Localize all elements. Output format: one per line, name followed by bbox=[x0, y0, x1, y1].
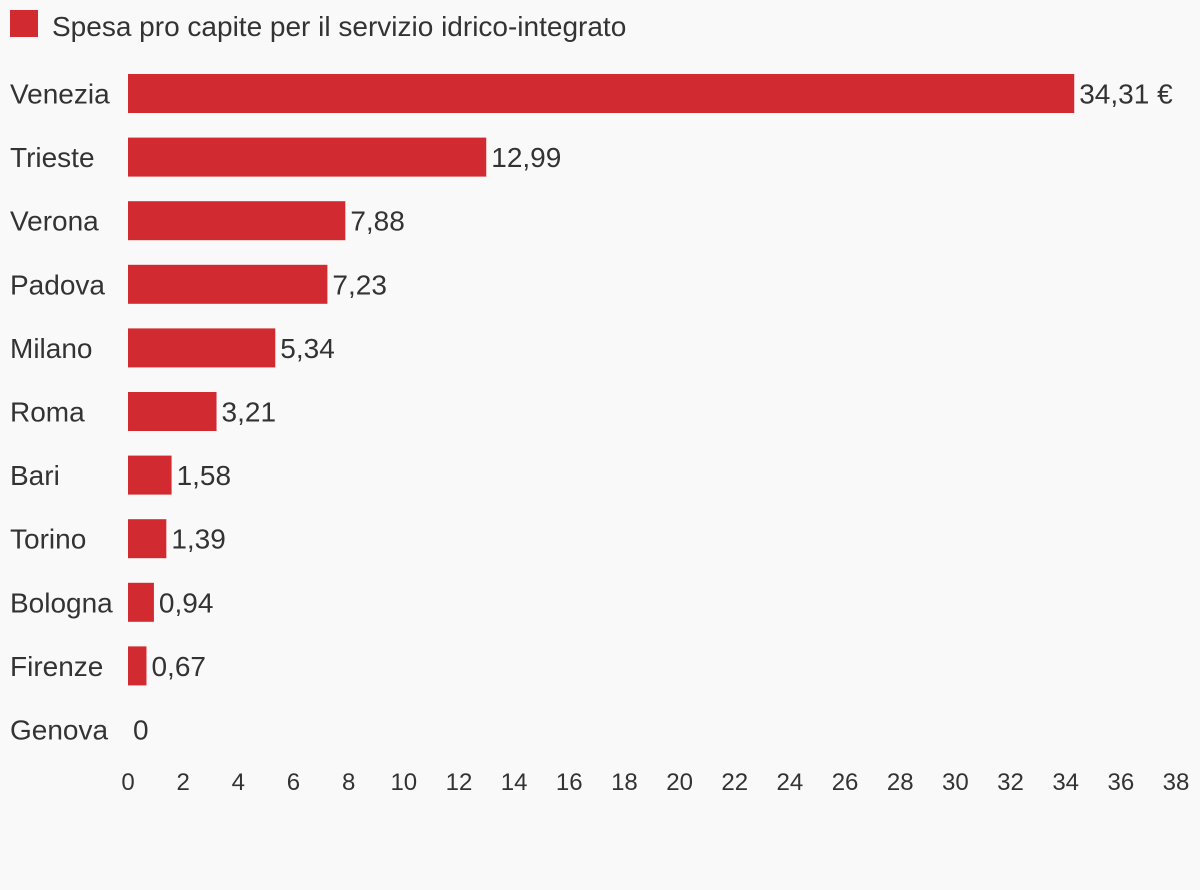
x-tick-label: 26 bbox=[832, 769, 859, 796]
bar-row: Milano 5,34 bbox=[10, 328, 335, 368]
x-tick-label: 10 bbox=[390, 769, 417, 796]
category-label: Firenze bbox=[10, 651, 103, 682]
value-label: 0,67 bbox=[151, 651, 206, 682]
bar bbox=[128, 137, 487, 177]
x-tick-label: 18 bbox=[611, 769, 638, 796]
x-tick-label: 0 bbox=[121, 769, 134, 796]
legend-label: Spesa pro capite per il servizio idrico-… bbox=[52, 11, 626, 42]
value-label: 5,34 bbox=[280, 333, 335, 364]
value-label: 0 bbox=[133, 715, 149, 746]
category-label: Venezia bbox=[10, 79, 110, 110]
x-tick-label: 12 bbox=[446, 769, 473, 796]
value-label: 1,58 bbox=[177, 460, 232, 491]
x-tick-label: 36 bbox=[1107, 769, 1134, 796]
category-label: Bologna bbox=[10, 587, 113, 618]
x-tick-label: 32 bbox=[997, 769, 1024, 796]
value-label: 12,99 bbox=[491, 142, 561, 173]
bar-row: Trieste 12,99 bbox=[10, 137, 561, 177]
bar-row: Bari 1,58 bbox=[10, 455, 232, 495]
bar bbox=[128, 201, 346, 241]
legend-swatch bbox=[10, 10, 38, 37]
x-tick-label: 8 bbox=[342, 769, 355, 796]
x-tick-label: 28 bbox=[887, 769, 914, 796]
value-label: 7,23 bbox=[332, 269, 387, 300]
x-axis: 0 2 4 6 8 10 12 14 16 18 20 22 24 26 28 30 32 34 36 38 bbox=[121, 769, 1189, 796]
bar bbox=[128, 74, 1075, 113]
x-tick-label: 30 bbox=[942, 769, 969, 796]
bar bbox=[128, 582, 154, 622]
value-label: 3,21 bbox=[222, 397, 277, 428]
value-label: 34,31 € bbox=[1079, 79, 1173, 110]
value-label: 7,88 bbox=[350, 206, 405, 237]
bars: Venezia 34,31 € Trieste 12,99 Verona 7,88 Pado… bbox=[10, 74, 1173, 746]
category-label: Genova bbox=[10, 715, 108, 746]
bar-row: Roma 3,21 bbox=[10, 392, 276, 431]
x-tick-label: 2 bbox=[176, 769, 189, 796]
x-tick-label: 16 bbox=[556, 769, 583, 796]
category-label: Trieste bbox=[10, 142, 95, 173]
bar bbox=[128, 455, 172, 495]
category-label: Bari bbox=[10, 460, 60, 491]
bar-row: Venezia 34,31 € bbox=[10, 74, 1173, 113]
category-label: Verona bbox=[10, 206, 99, 237]
bar-row: Firenze 0,67 bbox=[10, 646, 206, 686]
bar-row: Torino 1,39 bbox=[10, 519, 226, 559]
bar bbox=[128, 328, 276, 368]
bar-row: Verona 7,88 bbox=[10, 201, 405, 241]
x-tick-label: 14 bbox=[501, 769, 528, 796]
category-label: Torino bbox=[10, 524, 86, 555]
x-tick-label: 20 bbox=[666, 769, 693, 796]
bar bbox=[128, 392, 217, 431]
x-tick-label: 24 bbox=[777, 769, 804, 796]
x-tick-label: 6 bbox=[287, 769, 300, 796]
value-label: 1,39 bbox=[171, 524, 226, 555]
x-tick-label: 4 bbox=[232, 769, 245, 796]
bar bbox=[128, 264, 328, 304]
legend: Spesa pro capite per il servizio idrico-… bbox=[10, 10, 626, 42]
bar bbox=[128, 646, 147, 686]
category-label: Roma bbox=[10, 397, 85, 428]
x-tick-label: 34 bbox=[1052, 769, 1079, 796]
x-tick-label: 38 bbox=[1163, 769, 1190, 796]
bar-row: Genova 0 bbox=[10, 715, 149, 746]
value-label: 0,94 bbox=[159, 587, 214, 618]
bar bbox=[128, 519, 167, 559]
category-label: Milano bbox=[10, 333, 92, 364]
bar-row: Bologna 0,94 bbox=[10, 582, 214, 622]
category-label: Padova bbox=[10, 269, 105, 300]
x-tick-label: 22 bbox=[721, 769, 748, 796]
bar-row: Padova 7,23 bbox=[10, 264, 387, 304]
